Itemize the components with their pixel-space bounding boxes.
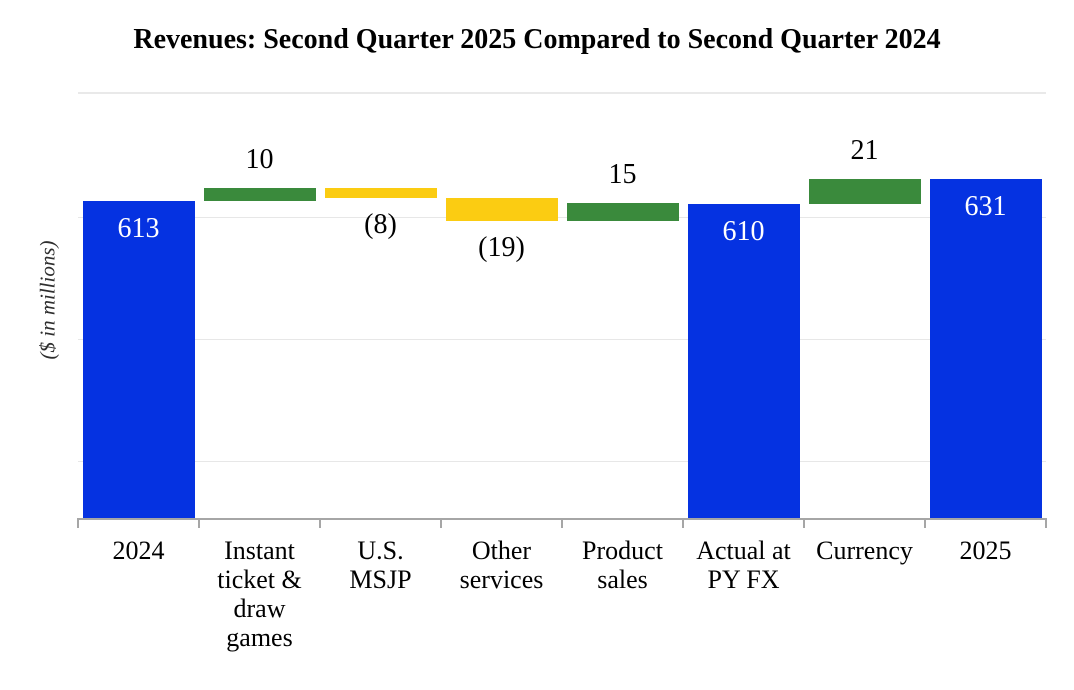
x-axis-tick <box>682 519 684 528</box>
x-axis-tick <box>77 519 79 528</box>
waterfall-bar-2025 <box>929 178 1042 518</box>
gridline <box>78 216 1046 218</box>
x-tick-label-product-sales: Product sales <box>562 536 683 594</box>
plot-area: 613 2024 10 Instant ticket & draw games (8) U.S.… <box>77 92 1047 652</box>
bar-value-label: (19) <box>478 232 525 264</box>
x-tick-label-line: Other <box>471 536 532 565</box>
x-axis-tick <box>924 519 926 528</box>
waterfall-bar-us-msjp <box>324 188 437 199</box>
bar-value-label: 610 <box>722 216 765 248</box>
x-tick-label-line: MSJP <box>349 565 412 594</box>
y-axis-label: ($ in millions) <box>35 240 60 360</box>
gridline <box>78 338 1046 340</box>
waterfall-bar-actual-at-py-fx <box>687 204 800 518</box>
x-tick-label-line: Currency <box>816 536 913 565</box>
x-tick-label-instant-ticket-draw-games: Instant ticket & draw games <box>199 536 320 652</box>
x-tick-label-line: 2025 <box>959 536 1012 565</box>
waterfall-bar-2024 <box>82 200 195 518</box>
x-axis-tick <box>319 519 321 528</box>
bar-value-label: (8) <box>364 209 397 241</box>
x-axis-tick <box>440 519 442 528</box>
x-tick-label-line: draw <box>233 594 286 623</box>
x-axis-tick <box>561 519 563 528</box>
waterfall-bar-currency <box>808 178 921 205</box>
x-tick-label-2024: 2024 <box>78 536 199 565</box>
bar-value-label: 10 <box>245 144 274 176</box>
x-tick-label-line: Actual at <box>696 536 791 565</box>
x-tick-label-currency: Currency <box>804 536 925 565</box>
x-tick-label-2025: 2025 <box>925 536 1046 565</box>
chart-title: Revenues: Second Quarter 2025 Compared t… <box>133 24 941 55</box>
x-tick-label-other-services: Other services <box>441 536 562 594</box>
x-axis-tick <box>803 519 805 528</box>
x-tick-label-line: Instant <box>224 536 295 565</box>
bar-value-label: 613 <box>117 212 160 244</box>
x-tick-label-line: games <box>226 623 293 652</box>
x-tick-label-line: 2024 <box>112 536 165 565</box>
x-tick-label-line: PY FX <box>707 565 780 594</box>
x-tick-label-line: Product <box>582 536 663 565</box>
x-axis-tick <box>198 519 200 528</box>
gridline <box>78 460 1046 462</box>
bar-value-label: 15 <box>608 159 637 191</box>
waterfall-bar-product-sales <box>566 203 679 222</box>
x-tick-label-us-msjp: U.S. MSJP <box>320 536 441 594</box>
plot-top-border <box>78 92 1046 94</box>
bar-value-label: 631 <box>964 190 1007 222</box>
x-tick-label-actual-at-py-fx: Actual at PY FX <box>683 536 804 594</box>
x-tick-label-line: ticket & <box>217 565 302 594</box>
waterfall-bar-instant-ticket-draw-games <box>203 188 316 201</box>
waterfall-bar-other-services <box>445 198 558 222</box>
x-axis-tick <box>1045 519 1047 528</box>
x-tick-label-line: sales <box>597 565 648 594</box>
x-tick-label-line: services <box>459 565 544 594</box>
x-tick-label-line: U.S. <box>357 536 404 565</box>
bar-value-label: 21 <box>850 134 879 166</box>
